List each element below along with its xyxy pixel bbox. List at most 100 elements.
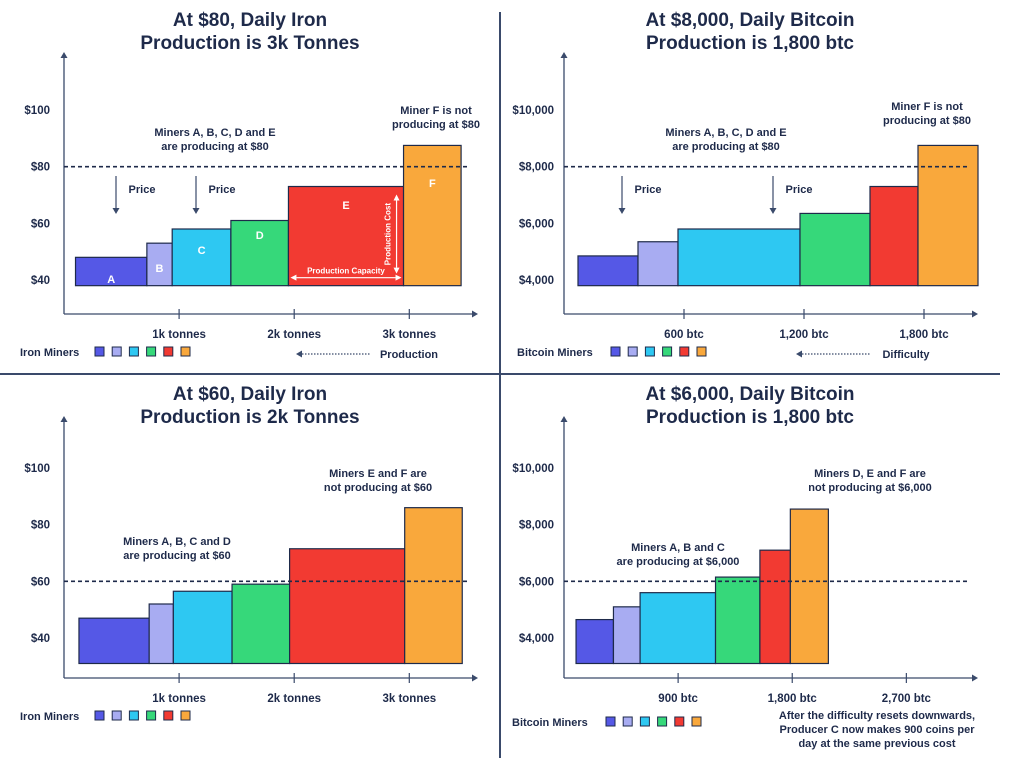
legend-swatch-f	[691, 716, 702, 727]
bar-label-a: A	[107, 274, 115, 286]
annotation-text: Price	[786, 184, 813, 196]
price-arrow-head	[618, 208, 626, 214]
legend-swatch-e	[163, 710, 174, 721]
annotation-text: not producing at $6,000	[808, 482, 931, 494]
annotation-text: Price	[129, 184, 156, 196]
annotation-text: Price	[635, 184, 662, 196]
x-tick-label: 3k tonnes	[382, 329, 436, 341]
production-capacity-arrow-right	[395, 274, 402, 281]
legend-label: Bitcoin Miners	[512, 717, 588, 729]
annotation-text: Miners A, B and C	[631, 542, 725, 554]
y-tick-label: $80	[31, 520, 50, 532]
legend-swatch-a	[605, 716, 616, 727]
annotation-text: are producing at $80	[161, 141, 269, 153]
price-arrow-head	[192, 208, 200, 214]
bar-miner-f	[402, 144, 462, 287]
bar-miner-e	[288, 548, 406, 665]
panel-bitcoin-8000: At $8,000, Daily Bitcoin Production is 1…	[500, 0, 1000, 384]
y-tick-label: $60	[31, 218, 50, 230]
panel-title-line: Production is 3k Tonnes	[140, 33, 360, 54]
panel-title-line: At $6,000, Daily Bitcoin	[645, 384, 855, 405]
axis-note: Producer C now makes 900 coins per	[779, 724, 975, 736]
x-tick-label: 900 btc	[658, 693, 698, 705]
chart-svg: $4,000 $6,000 $8,000 $10,000 600 btc 1,200 bt…	[512, 52, 979, 361]
y-tick-label: $8,000	[519, 520, 554, 532]
x-axis-arrow	[972, 310, 978, 318]
panel-iron-60: At $60, Daily Iron Production is 2k Tonn…	[0, 384, 500, 768]
bar-miner-b	[637, 241, 679, 287]
x-tick-label: 1,800 btc	[899, 329, 949, 341]
legend-label: Iron Miners	[20, 347, 79, 359]
production-capacity-label: Production Capacity	[307, 267, 385, 276]
x-tick-label: 1k tonnes	[152, 329, 206, 341]
panel-title-line: Production is 2k Tonnes	[140, 407, 360, 428]
annotation-text: Miners A, B, C, D and E	[154, 127, 275, 139]
x-axis-arrow	[472, 674, 478, 682]
bar-label-c: C	[198, 245, 206, 257]
panel-title: At $6,000, Daily Bitcoin Production is 1…	[500, 383, 1000, 429]
bar-miner-d	[714, 576, 761, 665]
panel-iron-80: At $80, Daily Iron Production is 3k Tonn…	[0, 0, 500, 384]
legend-swatch-b	[111, 346, 122, 357]
annotation-text: Miner F is not	[400, 105, 472, 117]
axis-note: Production	[380, 349, 438, 361]
legend-label: Iron Miners	[20, 711, 79, 723]
bar-miner-e	[759, 549, 791, 665]
chart-svg: $4,000 $6,000 $8,000 $10,000 900 btc 1,800 bt…	[512, 416, 978, 750]
y-axis-arrow	[560, 416, 568, 422]
legend-swatch-e	[679, 346, 690, 357]
bar-miner-b	[612, 606, 641, 665]
annotation-text: Miner F is not	[891, 101, 963, 113]
y-tick-label: $4,000	[519, 633, 554, 645]
axis-note-arrow-head	[796, 350, 802, 358]
production-cost-arrow-up	[393, 194, 400, 201]
bar-miner-d	[231, 583, 291, 665]
chart-svg: $40 $60 $80 $100 1k tonnes 2k tonnes 3k tonnes…	[20, 416, 478, 723]
x-tick-label: 2k tonnes	[267, 329, 321, 341]
panel-bitcoin-6000: At $6,000, Daily Bitcoin Production is 1…	[500, 384, 1000, 768]
annotation-text: Miners D, E and F are	[814, 468, 926, 480]
price-arrow-head	[112, 208, 120, 214]
y-tick-label: $4,000	[519, 275, 554, 287]
production-cost-arrow-down	[393, 267, 400, 274]
annotation-text: are producing at $80	[672, 141, 780, 153]
bar-miner-c	[677, 228, 801, 287]
chart-plot: $4,000 $6,000 $8,000 $10,000 900 btc 1,800 bt…	[512, 416, 978, 750]
annotation-text: producing at $80	[392, 119, 480, 131]
annotation-text: are producing at $60	[123, 550, 231, 562]
y-tick-label: $100	[24, 105, 50, 117]
bar-label-b: B	[156, 263, 164, 275]
legend-swatch-f	[180, 710, 191, 721]
legend-swatch-f	[180, 346, 191, 357]
panel-title-line: At $60, Daily Iron	[172, 384, 328, 405]
legend-swatch-b	[627, 346, 638, 357]
x-axis-arrow	[972, 674, 978, 682]
legend-swatch-e	[163, 346, 174, 357]
y-tick-label: $60	[31, 576, 50, 588]
chart-plot: $40 $60 $80 $100 1k tonnes 2k tonnes 3k tonnes…	[20, 416, 478, 723]
bar-miner-b	[148, 603, 174, 665]
annotation-text: Price	[209, 184, 236, 196]
x-axis-arrow	[472, 310, 478, 318]
bar-miner-a	[78, 617, 150, 665]
y-tick-label: $40	[31, 633, 50, 645]
chart-plot: $40 $60 $80 $100 A B C D E F 1k tonnes 2k tonnes 3k …	[20, 52, 480, 361]
bar-miner-c	[172, 590, 233, 665]
y-axis-arrow	[60, 416, 68, 422]
annotation-text: producing at $80	[883, 115, 971, 127]
annotation-text: Miners E and F are	[329, 468, 427, 480]
legend-swatch-d	[146, 710, 157, 721]
legend-swatch-d	[146, 346, 157, 357]
y-axis-arrow	[60, 52, 68, 58]
legend-swatch-c	[644, 346, 655, 357]
bar-miner-c	[171, 228, 232, 287]
panel-title: At $60, Daily Iron Production is 2k Tonn…	[0, 383, 500, 429]
x-tick-label: 600 btc	[664, 329, 704, 341]
legend-swatch-f	[696, 346, 707, 357]
bar-miner-f	[789, 508, 829, 665]
y-axis-arrow	[560, 52, 568, 58]
x-tick-label: 1,800 btc	[768, 693, 818, 705]
bar-miner-d	[799, 212, 871, 287]
annotation-text: Miners A, B, C, D and E	[665, 127, 786, 139]
bar-miner-a	[577, 255, 639, 287]
